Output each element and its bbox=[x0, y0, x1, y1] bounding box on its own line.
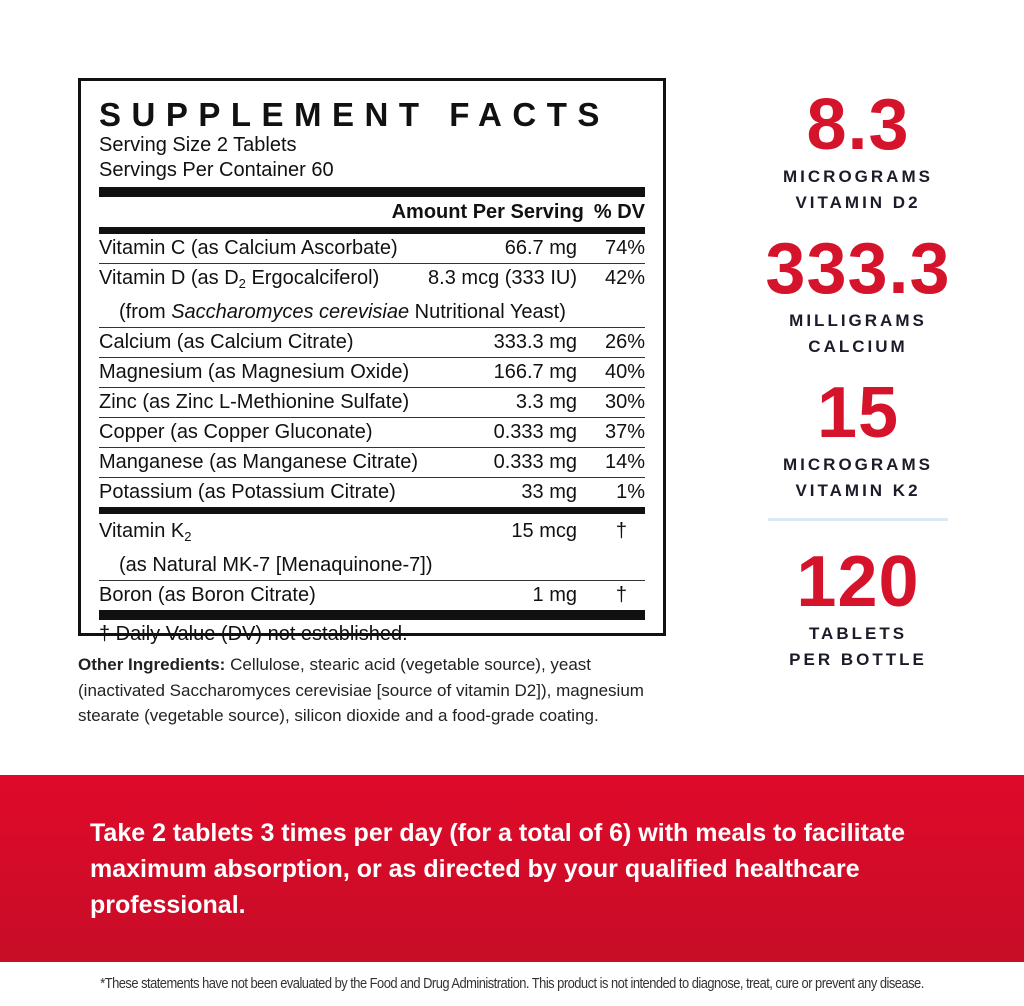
stat-label: MICROGRAMS bbox=[783, 167, 933, 186]
stat-label: PER BOTTLE bbox=[789, 650, 927, 669]
amount: 33 mg bbox=[521, 481, 577, 503]
nutrient-name: Copper (as Copper Gluconate) bbox=[99, 421, 373, 443]
stat-value: 8.3 bbox=[806, 85, 910, 165]
dv: 30% bbox=[604, 391, 645, 413]
dv: 37% bbox=[604, 421, 645, 443]
table-row: Boron (as Boron Citrate) 1 mg † bbox=[99, 581, 645, 610]
table-row: Vitamin K2 15 mcg † (as Natural MK-7 [Mena… bbox=[99, 514, 645, 581]
amount: 1 mg bbox=[532, 584, 577, 606]
table-row: Copper (as Copper Gluconate) 0.333 mg 37% bbox=[99, 418, 645, 448]
nutrient-name: Manganese (as Manganese Citrate) bbox=[99, 451, 419, 473]
amount: 15 mcg bbox=[511, 520, 577, 542]
stat-label: VITAMIN D2 bbox=[795, 193, 921, 212]
amount: 333.3 mg bbox=[493, 331, 577, 353]
dv: 26% bbox=[604, 331, 645, 353]
stat-label: MILLIGRAMS bbox=[789, 311, 927, 330]
dv: 74% bbox=[604, 237, 645, 259]
dv-header: % DV bbox=[593, 201, 645, 223]
stat-label: MICROGRAMS bbox=[783, 455, 933, 474]
dv: 42% bbox=[604, 267, 645, 289]
nutrient-name: Magnesium (as Magnesium Oxide) bbox=[99, 361, 410, 383]
stat-label: VITAMIN K2 bbox=[795, 481, 921, 500]
nutrient-name: Calcium (as Calcium Citrate) bbox=[99, 331, 354, 353]
divider bbox=[768, 518, 948, 521]
other-ingredients-label: Other Ingredients: bbox=[78, 655, 226, 674]
servings-per-container: Servings Per Container 60 bbox=[99, 159, 334, 181]
table-row: Calcium (as Calcium Citrate) 333.3 mg 26% bbox=[99, 328, 645, 358]
stat-value: 333.3 bbox=[765, 229, 951, 309]
amount: 3.3 mg bbox=[515, 391, 577, 413]
nutrient-source: (as Natural MK-7 [Menaquinone-7]) bbox=[119, 554, 433, 576]
dv: 14% bbox=[604, 451, 645, 473]
stat-vitamin-d2: 8.3 MICROGRAMS VITAMIN D2 bbox=[760, 86, 956, 216]
dv: 40% bbox=[604, 361, 645, 383]
stat-vitamin-k2: 15 MICROGRAMS VITAMIN K2 bbox=[760, 374, 956, 504]
stat-value: 120 bbox=[796, 542, 920, 622]
stats-column: 8.3 MICROGRAMS VITAMIN D2 333.3 MILLIGRAMS C… bbox=[760, 86, 956, 673]
nutrient-source: (from Saccharomyces cerevisiae Nutrition… bbox=[119, 301, 566, 323]
nutrient-name: Zinc (as Zinc L-Methionine Sulfate) bbox=[99, 391, 410, 413]
nutrient-name: Potassium (as Potassium Citrate) bbox=[99, 481, 396, 503]
serving-size: Serving Size 2 Tablets bbox=[99, 134, 297, 156]
amount: 0.333 mg bbox=[493, 451, 577, 473]
table-row: Zinc (as Zinc L-Methionine Sulfate) 3.3 m… bbox=[99, 388, 645, 418]
nutrient-name: Vitamin D (as D2 Ergocalciferol) bbox=[99, 267, 380, 291]
stat-calcium: 333.3 MILLIGRAMS CALCIUM bbox=[760, 230, 956, 360]
dv: † bbox=[615, 520, 627, 542]
amount: 8.3 mcg (333 IU) bbox=[428, 267, 577, 289]
directions-text: Take 2 tablets 3 times per day (for a to… bbox=[90, 819, 906, 919]
nutrient-name: Vitamin C (as Calcium Ascorbate) bbox=[99, 237, 398, 259]
table-row: Potassium (as Potassium Citrate) 33 mg 1% bbox=[99, 478, 645, 507]
amount: 0.333 mg bbox=[493, 421, 577, 443]
supplement-facts-panel: SUPPLEMENT FACTS Serving Size 2 Tablets … bbox=[78, 78, 666, 645]
stat-label: TABLETS bbox=[808, 624, 908, 643]
dv: † bbox=[615, 584, 627, 606]
nutrient-name: Boron (as Boron Citrate) bbox=[99, 584, 316, 606]
facts-title: SUPPLEMENT FACTS bbox=[99, 96, 610, 133]
table-row: Vitamin C (as Calcium Ascorbate) 66.7 mg 7… bbox=[99, 234, 645, 264]
fda-disclaimer: *These statements have not been evaluate… bbox=[100, 975, 924, 992]
dv-footnote: † Daily Value (DV) not established. bbox=[99, 623, 408, 645]
divider bbox=[99, 507, 645, 514]
table-row: Manganese (as Manganese Citrate) 0.333 mg… bbox=[99, 448, 645, 478]
divider bbox=[99, 227, 645, 234]
divider bbox=[99, 187, 645, 197]
other-ingredients-text: Cellulose, stearic acid (vegetable sourc… bbox=[78, 655, 644, 725]
table-row: Magnesium (as Magnesium Oxide) 166.7 mg 40… bbox=[99, 358, 645, 388]
amount: 166.7 mg bbox=[493, 361, 577, 383]
amount-header: Amount Per Serving bbox=[391, 201, 584, 223]
dv: 1% bbox=[616, 481, 645, 503]
divider bbox=[99, 610, 645, 620]
table-row: Vitamin D (as D2 Ergocalciferol) 8.3 mcg … bbox=[99, 264, 645, 328]
column-header: Amount Per Serving % DV bbox=[99, 197, 645, 227]
amount: 66.7 mg bbox=[504, 237, 577, 259]
stat-value: 15 bbox=[816, 373, 900, 453]
stat-label: CALCIUM bbox=[808, 337, 908, 356]
directions-banner: Take 2 tablets 3 times per day (for a to… bbox=[0, 775, 1024, 962]
other-ingredients: Other Ingredients: Cellulose, stearic ac… bbox=[78, 652, 678, 729]
stat-tablets: 120 TABLETS PER BOTTLE bbox=[760, 543, 956, 673]
nutrient-name: Vitamin K2 bbox=[99, 520, 192, 544]
